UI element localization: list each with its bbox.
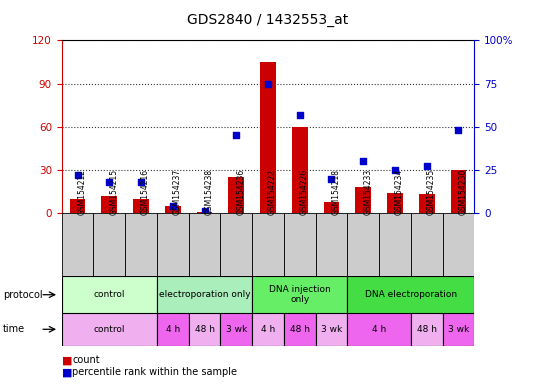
Text: 48 h: 48 h	[195, 325, 214, 334]
Text: electroporation only: electroporation only	[159, 290, 250, 299]
Text: 48 h: 48 h	[290, 325, 310, 334]
Point	[454, 127, 463, 133]
Text: 3 wk: 3 wk	[321, 325, 342, 334]
Text: control: control	[93, 290, 125, 299]
Text: ■: ■	[62, 355, 72, 365]
Bar	[379, 213, 411, 276]
Text: GSM154222: GSM154222	[268, 169, 277, 215]
Text: GSM154212: GSM154212	[78, 169, 86, 215]
Text: GSM154215: GSM154215	[109, 169, 118, 215]
Bar	[197, 212, 212, 213]
Text: DNA electroporation: DNA electroporation	[365, 290, 457, 299]
Bar	[101, 196, 117, 213]
Bar	[284, 213, 316, 276]
Bar	[62, 213, 93, 276]
Bar	[347, 213, 379, 276]
Bar	[228, 177, 244, 213]
Text: DNA injection
only: DNA injection only	[269, 285, 331, 305]
Bar	[157, 313, 189, 346]
Point	[295, 112, 304, 118]
Point	[359, 158, 368, 164]
Bar	[252, 313, 284, 346]
Bar	[133, 199, 149, 213]
Text: GSM154236: GSM154236	[236, 169, 245, 215]
Point	[73, 172, 82, 178]
Bar	[443, 313, 474, 346]
Bar	[70, 199, 85, 213]
Text: GSM154233: GSM154233	[363, 169, 372, 215]
Bar	[125, 213, 157, 276]
Text: protocol: protocol	[3, 290, 42, 300]
Text: time: time	[3, 324, 25, 334]
Bar	[220, 213, 252, 276]
Bar	[451, 170, 466, 213]
Point	[168, 203, 177, 209]
Bar	[292, 127, 308, 213]
Text: percentile rank within the sample: percentile rank within the sample	[72, 367, 237, 377]
Bar	[324, 202, 339, 213]
Point	[391, 167, 399, 173]
Text: 4 h: 4 h	[261, 325, 275, 334]
Bar	[157, 276, 252, 313]
Text: GSM154237: GSM154237	[173, 169, 182, 215]
Text: GSM154238: GSM154238	[205, 169, 213, 215]
Text: 4 h: 4 h	[372, 325, 386, 334]
Bar	[252, 276, 347, 313]
Point	[200, 208, 209, 214]
Text: GSM154216: GSM154216	[141, 169, 150, 215]
Text: 4 h: 4 h	[166, 325, 180, 334]
Text: 3 wk: 3 wk	[448, 325, 469, 334]
Bar	[284, 313, 316, 346]
Bar	[189, 313, 220, 346]
Text: GDS2840 / 1432553_at: GDS2840 / 1432553_at	[188, 13, 348, 27]
Bar	[387, 193, 403, 213]
Bar	[411, 313, 443, 346]
Point	[105, 179, 114, 185]
Bar	[443, 213, 474, 276]
Bar	[355, 187, 371, 213]
Bar	[62, 313, 157, 346]
Bar	[252, 213, 284, 276]
Point	[422, 164, 431, 170]
Bar	[220, 313, 252, 346]
Text: GSM154234: GSM154234	[395, 169, 404, 215]
Bar	[419, 194, 435, 213]
Text: ■: ■	[62, 367, 72, 377]
Text: GSM154226: GSM154226	[300, 169, 309, 215]
Text: 48 h: 48 h	[416, 325, 437, 334]
Text: GSM154230: GSM154230	[458, 169, 467, 215]
Bar	[93, 213, 125, 276]
Bar	[316, 213, 347, 276]
Bar	[165, 206, 181, 213]
Point	[327, 175, 336, 182]
Bar	[347, 313, 411, 346]
Text: control: control	[93, 325, 125, 334]
Point	[137, 179, 145, 185]
Bar	[157, 213, 189, 276]
Bar	[62, 276, 157, 313]
Point	[264, 81, 272, 87]
Point	[232, 132, 241, 139]
Bar	[316, 313, 347, 346]
Bar	[189, 213, 220, 276]
Text: 3 wk: 3 wk	[226, 325, 247, 334]
Text: GSM154218: GSM154218	[331, 169, 340, 215]
Bar	[411, 213, 443, 276]
Bar	[260, 62, 276, 213]
Text: count: count	[72, 355, 100, 365]
Text: GSM154235: GSM154235	[427, 169, 436, 215]
Bar	[347, 276, 474, 313]
